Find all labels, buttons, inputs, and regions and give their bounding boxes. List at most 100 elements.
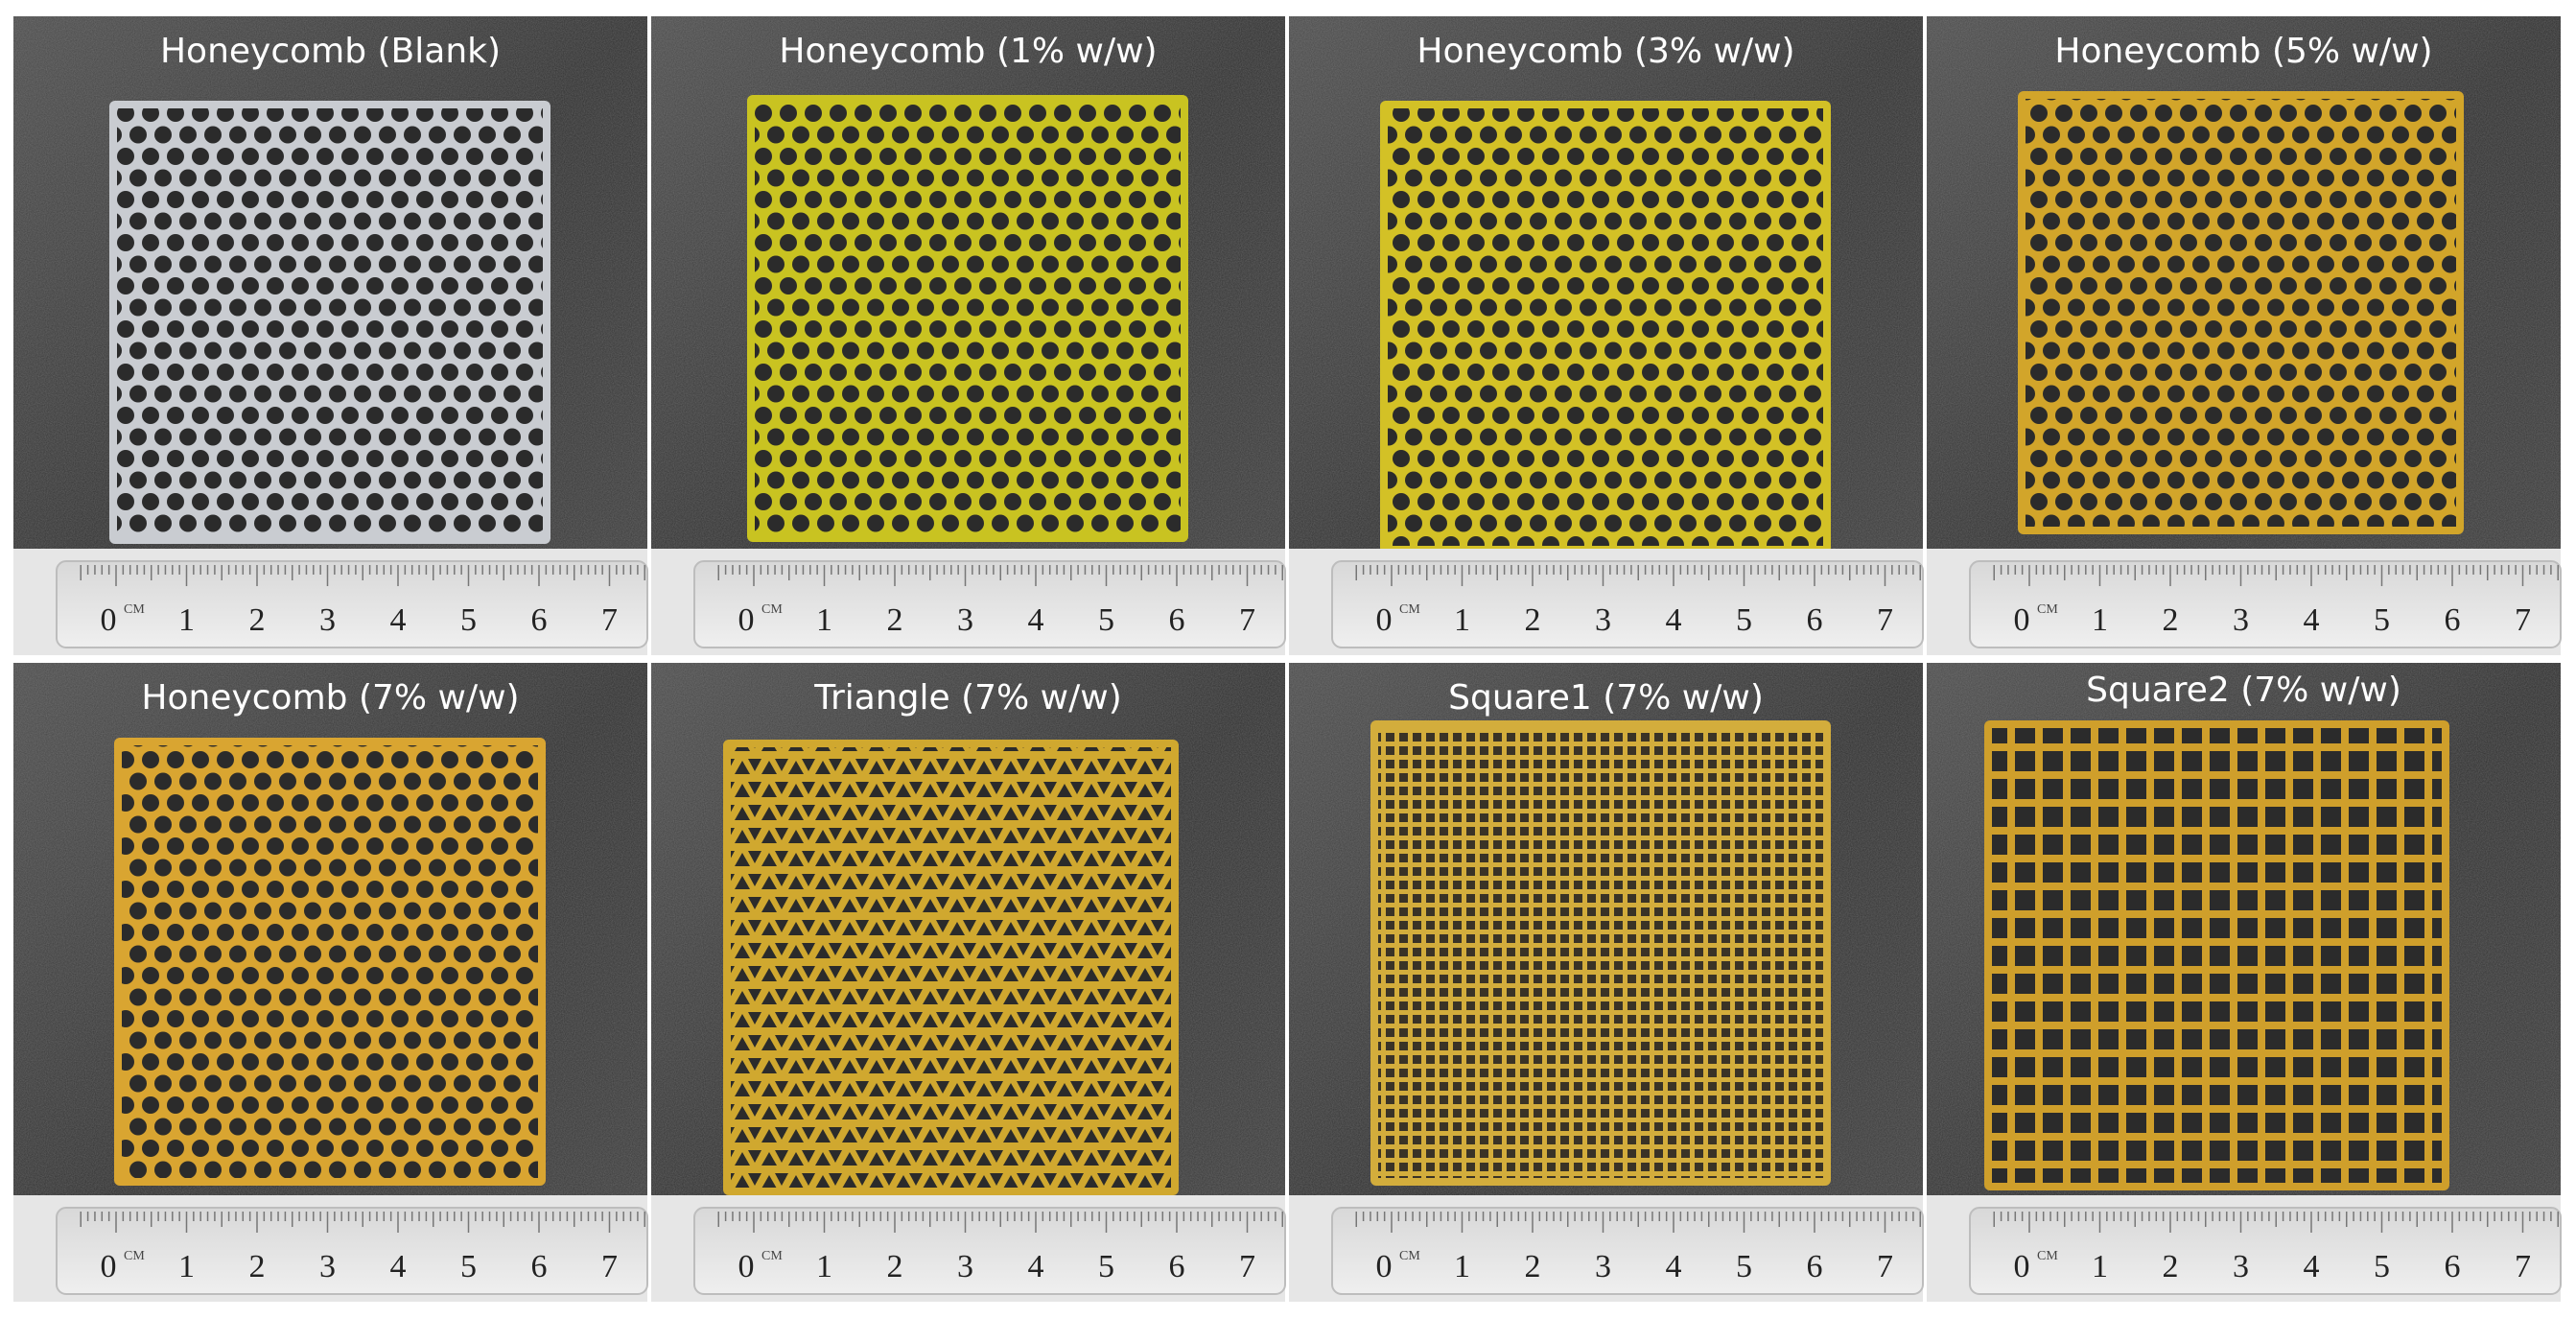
ruler-number: 3 [319, 602, 336, 638]
ruler-number: 2 [887, 602, 903, 638]
ruler-number: 3 [2233, 1249, 2249, 1284]
ruler-number: 2 [2163, 1249, 2179, 1284]
ruler-number: 3 [2233, 602, 2249, 638]
ruler-number: 0 [101, 602, 117, 638]
ruler-number: 3 [957, 1249, 973, 1284]
ruler-number: 2 [1525, 602, 1541, 638]
photo-panel: Honeycomb (3% w/w) 0 1 2 3 4 5 6 7 CM [1289, 16, 1924, 655]
ruler-number: 7 [1877, 1249, 1893, 1284]
photo-panel: Honeycomb (7% w/w) 0 1 2 3 4 5 6 7 CM [13, 663, 648, 1302]
ruler-number: 0 [2014, 1249, 2030, 1284]
ruler-number: 5 [2374, 602, 2390, 638]
ruler-number: 0 [738, 602, 755, 638]
panel-title: Honeycomb (1% w/w) [779, 32, 1157, 71]
ruler-number: 2 [1525, 1249, 1541, 1284]
ruler-number: 0 [1376, 602, 1393, 638]
ruler-number: 4 [1666, 602, 1682, 638]
panel-title: Triangle (7% w/w) [813, 678, 1121, 718]
ruler-number: 6 [531, 602, 548, 638]
ruler-number: 1 [1454, 602, 1470, 638]
ruler-number: 6 [1807, 1249, 1823, 1284]
sample-holes [755, 103, 1181, 534]
ruler-number: 0 [1376, 1249, 1393, 1284]
ruler-number: 3 [957, 602, 973, 638]
ruler-number: 7 [601, 1249, 618, 1284]
ruler-number: 4 [1666, 1249, 1682, 1284]
ruler-number: 2 [249, 1249, 266, 1284]
ruler-number: 1 [2092, 602, 2108, 638]
ruler [1969, 1207, 2562, 1295]
ruler [56, 560, 648, 648]
ruler [1969, 560, 2562, 648]
ruler-number: 1 [816, 602, 832, 638]
sample-holes [2026, 99, 2456, 527]
ruler-unit: CM [124, 602, 145, 617]
sample-holes [1378, 728, 1823, 1178]
ruler-number: 4 [390, 1249, 407, 1284]
ruler [693, 560, 1286, 648]
ruler-number: 7 [1239, 602, 1255, 638]
ruler-number: 2 [2163, 602, 2179, 638]
photo-panel: Honeycomb (5% w/w) 0 1 2 3 4 5 6 7 CM [1927, 16, 2562, 655]
ruler-unit: CM [1399, 1249, 1420, 1263]
ruler-number: 0 [738, 1249, 755, 1284]
ruler-number: 1 [816, 1249, 832, 1284]
sample-holes [122, 745, 538, 1178]
panel-title: Honeycomb (7% w/w) [141, 678, 519, 718]
ruler [693, 1207, 1286, 1295]
ruler-number: 2 [887, 1249, 903, 1284]
ruler [1331, 560, 1924, 648]
ruler-number: 5 [460, 602, 477, 638]
ruler-number: 0 [101, 1249, 117, 1284]
ruler-number: 7 [2515, 602, 2531, 638]
ruler-number: 7 [1877, 602, 1893, 638]
ruler-number: 5 [2374, 1249, 2390, 1284]
ruler-number: 4 [1028, 602, 1044, 638]
ruler-number: 1 [178, 1249, 195, 1284]
sample-holes [1388, 108, 1823, 546]
ruler-number: 5 [1736, 602, 1752, 638]
ruler-unit: CM [761, 602, 783, 617]
sample-holes [731, 747, 1171, 1188]
ruler-number: 2 [249, 602, 266, 638]
photo-panel: Honeycomb (1% w/w) 0 1 2 3 4 5 6 7 CM [651, 16, 1286, 655]
sample-holes [117, 108, 543, 536]
ruler-number: 1 [178, 602, 195, 638]
ruler-number: 0 [2014, 602, 2030, 638]
ruler-unit: CM [761, 1249, 783, 1263]
ruler-number: 7 [1239, 1249, 1255, 1284]
photo-panel: Honeycomb (Blank) 0 1 2 3 4 5 6 7 CM [13, 16, 648, 655]
ruler-number: 4 [390, 602, 407, 638]
ruler-number: 3 [319, 1249, 336, 1284]
ruler-number: 6 [2445, 1249, 2461, 1284]
ruler-number: 5 [460, 1249, 477, 1284]
ruler-number: 1 [1454, 1249, 1470, 1284]
ruler-number: 6 [531, 1249, 548, 1284]
ruler-number: 7 [2515, 1249, 2531, 1284]
ruler-number: 3 [1595, 602, 1611, 638]
sample-holes [1992, 728, 2442, 1183]
ruler-number: 5 [1098, 602, 1114, 638]
ruler-unit: CM [2037, 602, 2058, 617]
panel-title: Honeycomb (5% w/w) [2054, 32, 2432, 71]
ruler-unit: CM [124, 1249, 145, 1263]
ruler-number: 4 [2304, 1249, 2320, 1284]
ruler [56, 1207, 648, 1295]
ruler-number: 5 [1098, 1249, 1114, 1284]
ruler-unit: CM [2037, 1249, 2058, 1263]
panel-title: Square2 (7% w/w) [2086, 671, 2401, 710]
panel-title: Honeycomb (Blank) [160, 32, 501, 71]
ruler-number: 6 [1807, 602, 1823, 638]
ruler-number: 3 [1595, 1249, 1611, 1284]
ruler-number: 5 [1736, 1249, 1752, 1284]
ruler-number: 4 [1028, 1249, 1044, 1284]
photo-panel: Square2 (7% w/w) 0 1 2 3 4 5 6 7 CM [1927, 663, 2562, 1302]
ruler-number: 6 [1169, 1249, 1185, 1284]
panel-title: Honeycomb (3% w/w) [1417, 32, 1794, 71]
ruler-number: 1 [2092, 1249, 2108, 1284]
ruler [1331, 1207, 1924, 1295]
photo-panel: Triangle (7% w/w) 0 1 2 3 4 5 6 7 CM [651, 663, 1286, 1302]
ruler-number: 4 [2304, 602, 2320, 638]
photo-panel: Square1 (7% w/w) 0 1 2 3 4 5 6 7 CM [1289, 663, 1924, 1302]
